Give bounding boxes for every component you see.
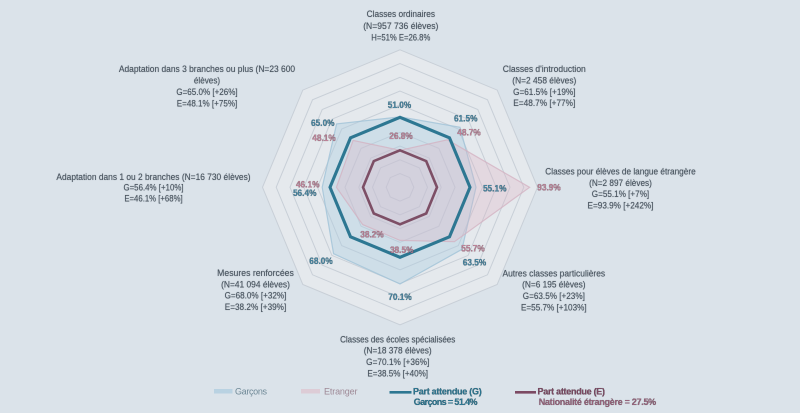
svg-text:G=68.0% [+32%]: G=68.0% [+32%] xyxy=(225,291,287,301)
svg-text:Garçons = 51.4%: Garçons = 51.4% xyxy=(414,397,478,407)
svg-text:68.0%: 68.0% xyxy=(309,256,333,267)
svg-text:G=56.4% [+10%]: G=56.4% [+10%] xyxy=(123,183,183,193)
svg-text:Classes des écoles spécialisée: Classes des écoles spécialisées xyxy=(340,334,456,344)
svg-text:G=55.1% [+7%]: G=55.1% [+7%] xyxy=(592,189,649,199)
svg-text:Garçons: Garçons xyxy=(235,387,268,397)
svg-text:93.9%: 93.9% xyxy=(537,182,561,193)
svg-text:38.2%: 38.2% xyxy=(360,230,384,241)
svg-text:E=48.1% [+75%]: E=48.1% [+75%] xyxy=(177,99,238,109)
svg-text:Adaptation dans 1 ou 2 branche: Adaptation dans 1 ou 2 branches (N=16 73… xyxy=(56,172,250,182)
svg-text:Adaptation dans 3 branches ou: Adaptation dans 3 branches ou plus (N=23… xyxy=(119,64,295,74)
svg-text:70.1%: 70.1% xyxy=(388,292,412,303)
svg-text:46.1%: 46.1% xyxy=(296,180,320,191)
svg-text:Autres classes particulières: Autres classes particulières xyxy=(502,268,605,278)
svg-text:E=38.2% [+39%]: E=38.2% [+39%] xyxy=(225,302,287,312)
svg-text:65.0%: 65.0% xyxy=(311,118,335,129)
svg-text:26.8%: 26.8% xyxy=(389,131,413,142)
svg-text:G=65.0% [+26%]: G=65.0% [+26%] xyxy=(176,87,237,97)
svg-text:(N=2 897 élèves): (N=2 897 élèves) xyxy=(589,178,652,188)
svg-text:63.5%: 63.5% xyxy=(463,258,487,269)
svg-text:51.0%: 51.0% xyxy=(388,100,412,111)
svg-text:(N=6 195 élèves): (N=6 195 élèves) xyxy=(522,280,585,290)
svg-text:55.1%: 55.1% xyxy=(483,183,507,194)
svg-text:G=61.5% [+19%]: G=61.5% [+19%] xyxy=(513,87,575,97)
svg-text:Classes d'introduction: Classes d'introduction xyxy=(503,64,586,74)
svg-text:(N=41 094 élèves): (N=41 094 élèves) xyxy=(221,279,290,289)
svg-text:48.1%: 48.1% xyxy=(312,133,336,144)
svg-text:E=46.1% [+68%]: E=46.1% [+68%] xyxy=(124,194,182,204)
svg-text:38.5%: 38.5% xyxy=(390,245,414,256)
svg-text:48.7%: 48.7% xyxy=(457,128,481,139)
svg-text:61.5%: 61.5% xyxy=(454,113,478,124)
svg-text:élèves): élèves) xyxy=(194,76,220,86)
svg-text:55.7%: 55.7% xyxy=(461,244,485,255)
svg-text:Classes ordinaires: Classes ordinaires xyxy=(367,9,436,19)
svg-text:E=55.7% [+103%]: E=55.7% [+103%] xyxy=(521,303,587,313)
svg-text:Part attendue (G): Part attendue (G) xyxy=(413,387,482,397)
svg-text:E=93.9% [+242%]: E=93.9% [+242%] xyxy=(588,200,654,210)
svg-text:Mesures renforcées: Mesures renforcées xyxy=(217,268,294,278)
svg-text:(N=2 458 élèves): (N=2 458 élèves) xyxy=(512,76,576,86)
svg-text:56.4%: 56.4% xyxy=(293,188,317,199)
svg-text:E=38.5% [+40%]: E=38.5% [+40%] xyxy=(367,368,428,378)
svg-text:H=51% E=26.8%: H=51% E=26.8% xyxy=(371,33,430,43)
svg-text:Part attendue (E): Part attendue (E) xyxy=(538,387,606,397)
svg-text:Classes pour élèves de langue: Classes pour élèves de langue étrangère xyxy=(545,167,695,177)
svg-text:G=63.5% [+23%]: G=63.5% [+23%] xyxy=(523,291,585,301)
svg-text:Nationalité étrangère = 27.5%: Nationalité étrangère = 27.5% xyxy=(539,397,657,407)
svg-text:E=48.7% [+77%]: E=48.7% [+77%] xyxy=(513,98,575,108)
svg-text:(N=957 736 élèves): (N=957 736 élèves) xyxy=(363,21,438,31)
svg-text:(N=18 378 élèves): (N=18 378 élèves) xyxy=(364,346,432,356)
svg-text:G=70.1% [+36%]: G=70.1% [+36%] xyxy=(366,357,429,367)
svg-text:Etranger: Etranger xyxy=(324,387,358,397)
